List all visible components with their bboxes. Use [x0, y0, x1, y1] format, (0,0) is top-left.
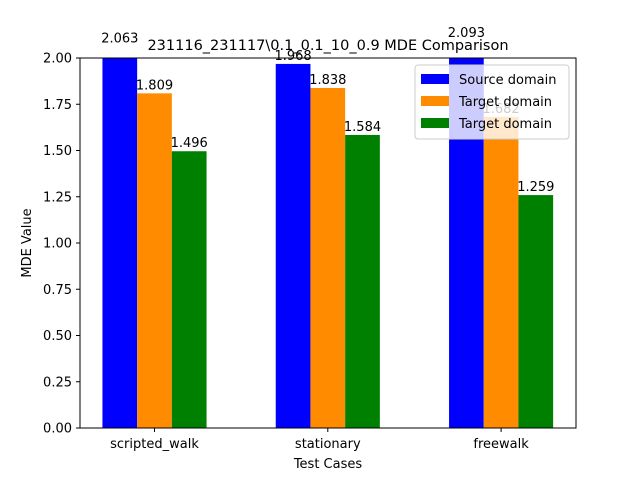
bar-scripted_walk-series-2 [137, 93, 172, 428]
legend-swatch [421, 96, 449, 106]
bar-scripted_walk-series-1 [102, 58, 138, 428]
legend: Source domain Target domain Target domain [414, 64, 570, 140]
bar-freewalk-series-2 [483, 116, 519, 428]
legend-entry-label: Target domain [458, 117, 552, 132]
legend-swatch [421, 74, 449, 84]
y-tick-label: 0.25 [43, 375, 72, 390]
bar-value-label: 1.259 [517, 180, 554, 195]
x-tick-label: scripted_walk [110, 437, 199, 452]
legend-swatch [421, 118, 449, 128]
chart-title: 231116_231117\0.1_0.1_10_0.9 MDE Compari… [147, 38, 508, 54]
x-tick-label: stationary [295, 437, 361, 452]
legend-entry-label: Target domain [458, 95, 552, 110]
bar-value-label: 2.063 [101, 31, 138, 46]
bar-freewalk-series-3 [518, 195, 554, 428]
bar-value-label: 1.809 [136, 78, 173, 93]
y-tick-label: 0.50 [43, 329, 72, 344]
bar-stationary-series-1 [275, 63, 311, 428]
y-tick-label: 2.00 [43, 52, 72, 67]
bar-value-label: 2.093 [448, 26, 485, 41]
y-tick-label: 1.00 [43, 237, 72, 252]
bar-scripted_walk-series-3 [171, 151, 207, 428]
bar-value-label: 1.496 [171, 136, 208, 151]
bar-stationary-series-2 [310, 87, 346, 428]
x-axis-label: Test Cases [293, 457, 363, 472]
y-tick-label: 1.50 [43, 144, 72, 159]
y-axis-label: MDE Value [20, 208, 35, 277]
y-tick-label: 1.25 [43, 190, 72, 205]
y-tick-label: 0.00 [43, 422, 72, 437]
bar-value-label: 1.584 [344, 120, 381, 135]
x-tick-label: freewalk [473, 437, 529, 452]
bar-value-label: 1.968 [274, 49, 311, 64]
legend-entry-label: Source domain [459, 73, 556, 88]
y-tick-label: 1.75 [43, 98, 72, 113]
bar-stationary-series-3 [345, 134, 380, 428]
bar-value-label: 1.838 [309, 73, 346, 88]
y-tick-label: 0.75 [43, 283, 72, 298]
legend-box [414, 64, 570, 140]
